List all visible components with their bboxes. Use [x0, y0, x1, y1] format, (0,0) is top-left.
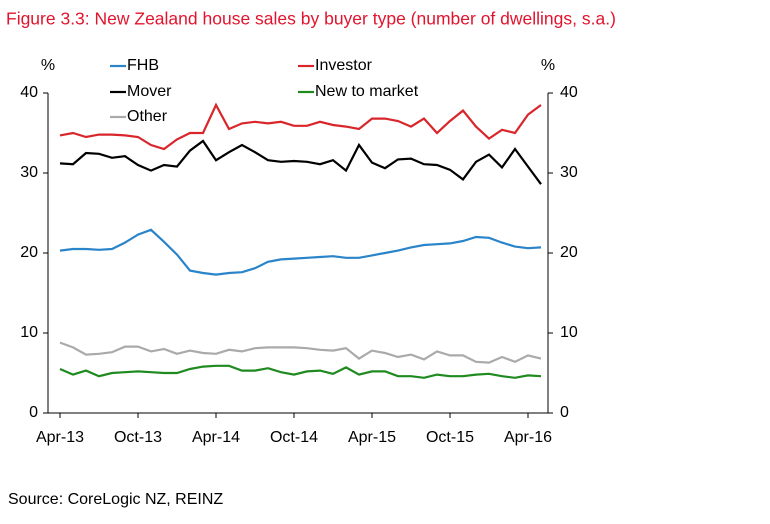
y2-axis-label: % — [541, 57, 555, 74]
source-note: Source: CoreLogic NZ, REINZ — [8, 491, 223, 508]
y-axis-label: % — [41, 57, 55, 74]
legend-label: Other — [127, 108, 168, 125]
x-tick-label: Oct-14 — [270, 429, 318, 446]
legend-label: New to market — [315, 83, 419, 100]
series-line — [59, 102, 542, 151]
y-tick-label: 10 — [20, 324, 38, 341]
series-line — [59, 364, 542, 379]
y-tick-label: 40 — [20, 84, 38, 101]
y2-tick-label: 40 — [560, 84, 578, 101]
y2-tick-label: 20 — [560, 244, 578, 261]
x-tick-label: Oct-15 — [426, 429, 474, 446]
legend-label: FHB — [127, 57, 159, 74]
legend-label: Mover — [127, 83, 172, 100]
x-tick-label: Oct-13 — [114, 429, 162, 446]
series-line — [59, 341, 542, 364]
y2-tick-label: 0 — [560, 404, 569, 421]
series-line — [59, 228, 542, 276]
legend-label: Investor — [315, 57, 373, 74]
series-line — [59, 139, 542, 185]
x-tick-label: Apr-13 — [36, 429, 84, 446]
chart-title: Figure 3.3: New Zealand house sales by b… — [6, 9, 616, 29]
y-tick-label: 0 — [29, 404, 38, 421]
x-tick-label: Apr-14 — [192, 429, 240, 446]
y-tick-label: 30 — [20, 164, 38, 181]
y2-tick-label: 30 — [560, 164, 578, 181]
y2-tick-label: 10 — [560, 324, 578, 341]
y-tick-label: 20 — [20, 244, 38, 261]
x-tick-label: Apr-15 — [348, 429, 396, 446]
x-tick-label: Apr-16 — [504, 429, 552, 446]
